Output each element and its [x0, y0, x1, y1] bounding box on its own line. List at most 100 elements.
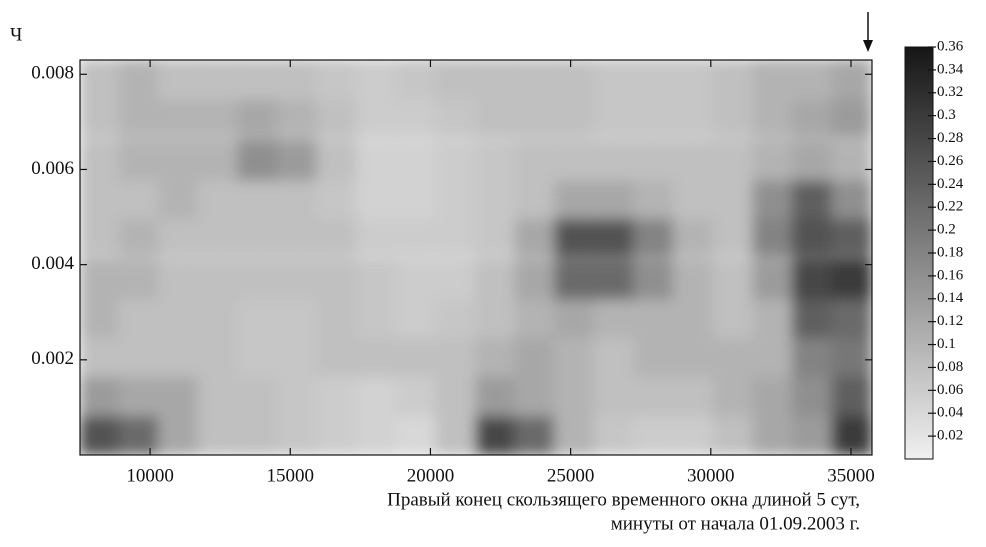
heat-cell — [474, 96, 517, 138]
heat-cell — [712, 139, 755, 181]
heat-cell — [237, 296, 279, 338]
heat-cell — [316, 374, 359, 417]
colorbar-tick-label: 0.24 — [937, 176, 964, 192]
heat-cell — [316, 60, 359, 100]
heat-cell — [356, 215, 398, 257]
heat-cell — [158, 296, 200, 338]
heat-cell — [197, 139, 240, 181]
colorbar-tick-label: 0.04 — [937, 405, 964, 421]
heat-cell — [395, 177, 438, 219]
heat-cell — [158, 60, 200, 100]
heat-cell — [356, 96, 398, 138]
heat-cell — [514, 335, 557, 377]
colorbar-tick-label: 0.22 — [937, 199, 963, 215]
x-axis-label: Правый конец скользящего временного окна… — [387, 489, 860, 510]
heat-cell — [791, 215, 834, 257]
heat-cell — [277, 177, 319, 219]
heat-cell — [237, 335, 279, 377]
heat-cell — [395, 60, 438, 100]
heat-cell — [514, 296, 557, 338]
heat-cell — [435, 60, 478, 100]
y-tick-label: 0.006 — [31, 158, 74, 179]
heat-cell — [395, 258, 438, 300]
heat-cell — [712, 177, 755, 219]
heat-cell — [831, 414, 872, 455]
heat-cell — [118, 60, 161, 100]
colorbar-tick-label: 0.2 — [937, 222, 956, 238]
heat-cell — [554, 335, 596, 377]
heat-cell — [356, 258, 398, 300]
colorbar-tick-label: 0.26 — [937, 153, 964, 169]
colorbar-tick-label: 0.14 — [937, 290, 964, 306]
colorbar-tick-label: 0.08 — [937, 359, 963, 375]
heat-cell — [197, 60, 240, 100]
heat-cell — [316, 177, 359, 219]
heat-cell — [435, 215, 478, 257]
heat-cell — [831, 335, 872, 377]
heat-cell — [633, 296, 675, 338]
heat-cell — [593, 414, 636, 455]
heat-cell — [474, 374, 517, 417]
heat-cell — [831, 374, 872, 417]
colorbar-tick-label: 0.12 — [937, 313, 963, 329]
heat-cell — [118, 177, 161, 219]
heat-cell — [474, 258, 517, 300]
heat-cell — [158, 96, 200, 138]
colorbar-tick-label: 0.28 — [937, 130, 963, 146]
heatmap — [80, 60, 872, 455]
heat-cell — [712, 258, 755, 300]
heat-cell — [118, 96, 161, 138]
heat-cell — [356, 296, 398, 338]
heat-cell — [435, 258, 478, 300]
heat-cell — [554, 296, 596, 338]
heat-cell — [197, 177, 240, 219]
heat-cell — [752, 374, 794, 417]
heat-cell — [277, 60, 319, 100]
plot-frame — [79, 59, 873, 456]
heat-cell — [752, 139, 794, 181]
heat-cell — [237, 96, 279, 138]
colorbar-tick-label: 0.3 — [937, 107, 956, 123]
heat-cell — [277, 335, 319, 377]
heat-cell — [237, 414, 279, 455]
heat-cell — [791, 96, 834, 138]
colorbar-tick-label: 0.34 — [937, 61, 964, 77]
heat-cell — [831, 215, 872, 257]
colorbar-tick-label: 0.32 — [937, 84, 963, 100]
heat-cell — [752, 414, 794, 455]
heat-cell — [197, 258, 240, 300]
heat-cell — [673, 414, 715, 455]
heat-cell — [673, 374, 715, 417]
heat-cell — [752, 177, 794, 219]
heat-cell — [316, 296, 359, 338]
heat-cell — [514, 374, 557, 417]
heat-cell — [197, 215, 240, 257]
y-tick-label: 0.002 — [31, 348, 74, 369]
heat-cell — [633, 96, 675, 138]
heat-cell — [395, 296, 438, 338]
heat-cell — [118, 139, 161, 181]
heat-cell — [554, 374, 596, 417]
heat-cell — [514, 414, 557, 455]
x-tick-label: 15000 — [267, 465, 315, 486]
heat-cell — [554, 215, 596, 257]
heat-cell — [316, 258, 359, 300]
heat-cell — [395, 374, 438, 417]
heat-cell — [712, 215, 755, 257]
heat-cell — [197, 335, 240, 377]
heat-cell — [474, 335, 517, 377]
heat-cell — [158, 414, 200, 455]
heat-cell — [237, 215, 279, 257]
x-tick-label: 30000 — [687, 465, 735, 486]
heat-cell — [752, 96, 794, 138]
heat-cell — [80, 414, 121, 455]
heat-cell — [277, 96, 319, 138]
heat-cell — [673, 335, 715, 377]
heat-cell — [712, 296, 755, 338]
heat-cell — [474, 139, 517, 181]
heat-cell — [593, 96, 636, 138]
y-axis-label: Ч — [10, 24, 22, 45]
heat-cell — [158, 258, 200, 300]
heat-cell — [435, 177, 478, 219]
heat-cell — [554, 139, 596, 181]
